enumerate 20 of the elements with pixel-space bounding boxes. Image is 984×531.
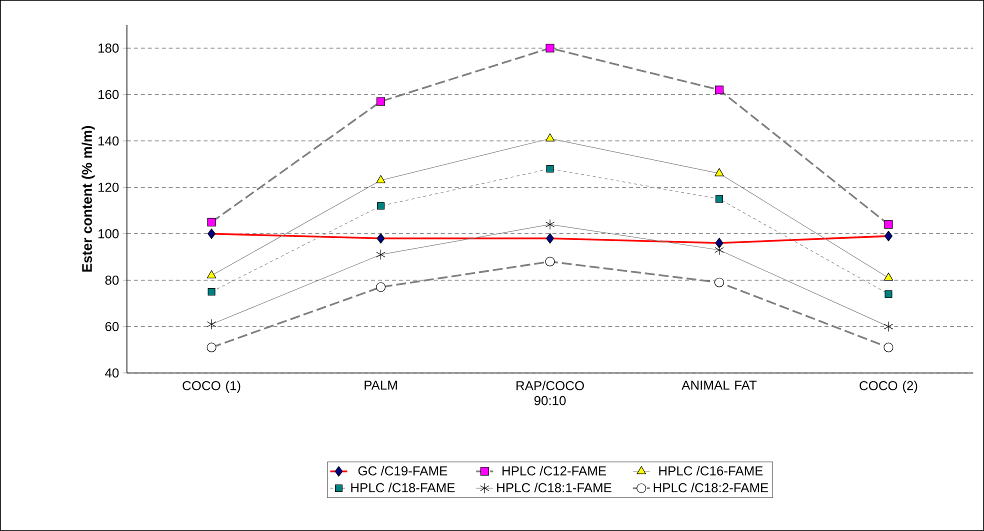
y-tick-label: 80 (105, 276, 119, 285)
legend-label: GC /C19-FAME (358, 466, 448, 476)
x-tick-label: ANIMAL FAT (682, 380, 757, 390)
x-tick-label: COCO (1) (182, 380, 240, 393)
legend-label: HPLC /C16-FAME (659, 466, 763, 476)
legend-label: HPLC /C18:1-FAME (497, 482, 612, 492)
y-tick-label: 180 (98, 44, 119, 53)
x-tick-label: COCO (2) (860, 380, 918, 393)
y-tick-label: 60 (105, 322, 119, 332)
y-tick-label: 40 (105, 368, 119, 378)
y-tick-label: 160 (98, 90, 119, 100)
y-tick-label: 120 (98, 182, 119, 192)
y-axis-title: Ester content (% m/m) (82, 126, 95, 272)
x-tick-label: PALM (364, 380, 397, 390)
legend-label: HPLC /C18-FAME (351, 482, 455, 492)
y-tick-label: 100 (98, 229, 119, 238)
legend-label: HPLC /C12-FAME (502, 466, 606, 476)
legend-label: HPLC /C18:2-FAME (654, 482, 768, 492)
x-tick-label: RAP/COCO 90:10 (516, 380, 584, 406)
y-tick-label: 140 (98, 136, 119, 146)
